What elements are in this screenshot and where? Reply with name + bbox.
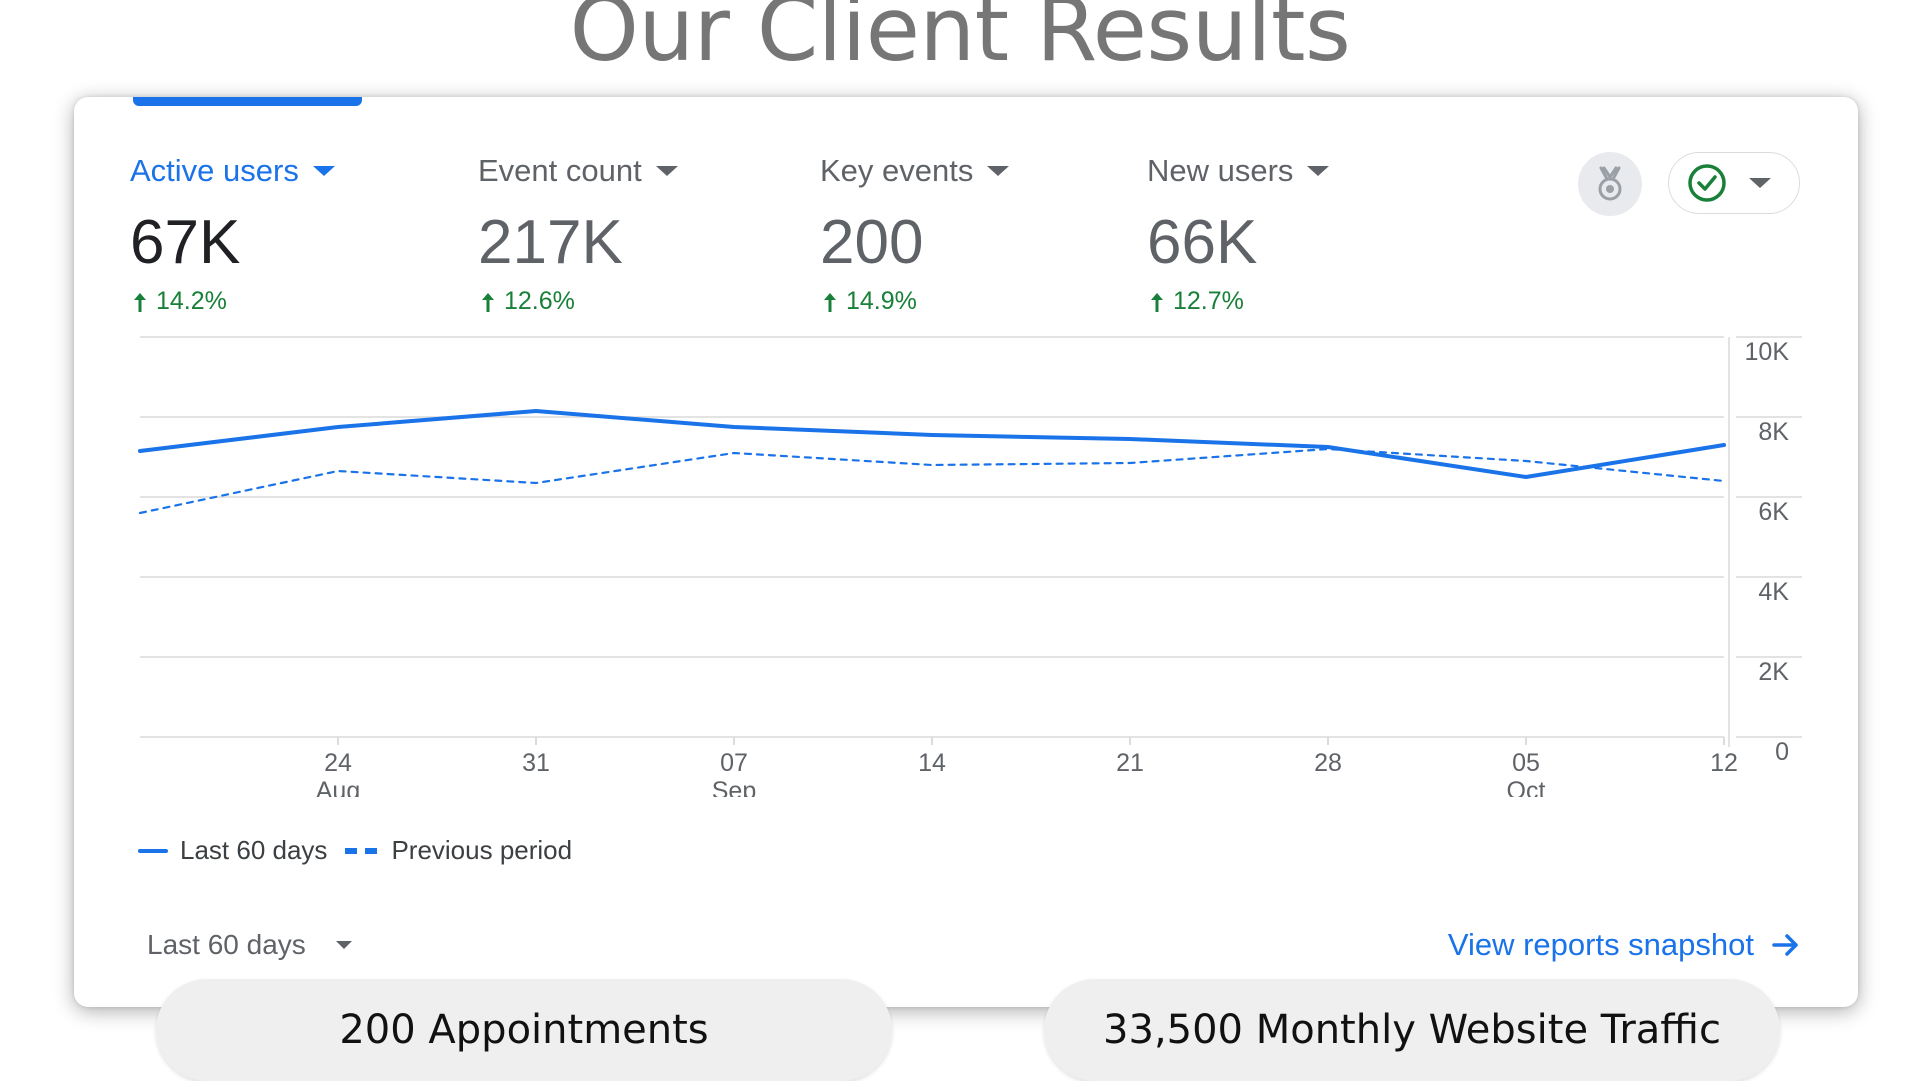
- metric-value: 67K: [130, 208, 241, 277]
- x-tick-label: 21: [1116, 749, 1144, 777]
- x-tick-label: 28: [1314, 749, 1342, 777]
- x-tick-label: 24: [324, 749, 352, 777]
- series-line-previous-period: [138, 447, 1726, 515]
- appointments-pill: 200 Appointments: [156, 979, 892, 1081]
- metric-value: 200: [820, 208, 924, 277]
- y-axis-ticks: 0 2K 4K 6K 8K 10K: [1745, 338, 1790, 766]
- metric-label: Active users: [130, 153, 299, 188]
- legend-previous: Previous period: [391, 835, 573, 865]
- traffic-pill: 33,500 Monthly Website Traffic: [1044, 979, 1780, 1081]
- legend-current: Last 60 days: [180, 835, 328, 865]
- series-layer: [138, 409, 1726, 515]
- snapshot-link-label: View reports snapshot: [1447, 927, 1754, 962]
- date-range-label: Last 60 days: [147, 929, 306, 960]
- metric-value: 66K: [1147, 208, 1258, 277]
- metric-active-users[interactable]: Active users 67K 14.2%: [130, 151, 335, 316]
- caret-down-icon[interactable]: [655, 166, 678, 176]
- caret-down-icon[interactable]: [987, 166, 1010, 176]
- caret-down-icon: [1749, 178, 1771, 188]
- arrow-up-icon: [134, 292, 146, 312]
- x-tick-label: 12: [1710, 749, 1738, 777]
- metric-key-events[interactable]: Key events 200 14.9%: [820, 151, 1010, 316]
- view-reports-snapshot-link[interactable]: View reports snapshot: [1448, 927, 1802, 963]
- metric-event-count[interactable]: Event count 217K 12.6%: [478, 151, 678, 316]
- x-tick-label: 05: [1512, 749, 1540, 777]
- x-tick-label: 14: [918, 749, 946, 777]
- arrow-up-icon: [1151, 292, 1163, 312]
- metric-change: 12.7%: [1173, 287, 1244, 315]
- legend-solid-swatch: [138, 848, 168, 853]
- y-tick-label: 8K: [1758, 418, 1789, 446]
- series-line-last-60-days: [138, 409, 1726, 479]
- caret-down-icon: [335, 941, 352, 949]
- x-tick-month-label: Aug: [316, 777, 360, 797]
- page-title: Our Client Results: [569, 0, 1351, 81]
- y-tick-label: 10K: [1745, 338, 1790, 366]
- x-tick-label: 07: [720, 749, 748, 777]
- award-icon: [1598, 166, 1622, 201]
- x-tick-label: 31: [522, 749, 550, 777]
- metric-new-users[interactable]: New users 66K 12.7%: [1147, 151, 1330, 316]
- arrow-up-icon: [824, 292, 836, 312]
- metric-change: 14.2%: [156, 287, 227, 315]
- arrow-right-icon: [1772, 934, 1798, 956]
- metric-label: Event count: [478, 153, 642, 188]
- status-dropdown[interactable]: [1668, 152, 1800, 214]
- caret-down-icon[interactable]: [312, 166, 335, 176]
- active-tab-indicator: [133, 97, 362, 106]
- legend-dashed-swatch: [345, 847, 378, 854]
- analytics-card: Active users 67K 14.2% Event count 217K …: [74, 97, 1858, 1007]
- date-range-dropdown[interactable]: Last 60 days: [147, 929, 352, 961]
- y-tick-label: 6K: [1758, 498, 1789, 526]
- x-tick-month-label: Sep: [712, 777, 756, 797]
- metric-change: 12.6%: [504, 287, 575, 315]
- y-tick-label: 4K: [1758, 578, 1789, 606]
- metric-label: New users: [1147, 153, 1294, 188]
- grid-lines: [140, 336, 1802, 747]
- metric-label: Key events: [820, 153, 974, 188]
- metric-change: 14.9%: [846, 287, 917, 315]
- chart-legend: Last 60 days Previous period: [138, 835, 572, 866]
- metric-value: 217K: [478, 208, 623, 277]
- arrow-up-icon: [482, 292, 494, 312]
- check-circle-icon: [1688, 164, 1726, 202]
- y-tick-label: 0: [1775, 738, 1789, 766]
- x-tick-month-label: Oct: [1507, 777, 1546, 797]
- caret-down-icon[interactable]: [1307, 166, 1330, 176]
- y-tick-label: 2K: [1758, 658, 1789, 686]
- award-button[interactable]: [1578, 152, 1642, 216]
